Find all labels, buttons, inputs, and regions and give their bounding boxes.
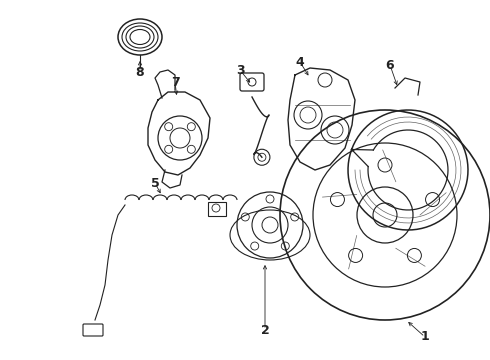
Text: 8: 8	[136, 66, 145, 78]
Text: 5: 5	[150, 176, 159, 189]
Text: 7: 7	[171, 76, 179, 89]
Text: 2: 2	[261, 324, 270, 337]
Text: 6: 6	[386, 59, 394, 72]
Text: 3: 3	[236, 63, 245, 77]
Text: 4: 4	[295, 55, 304, 68]
Text: 1: 1	[420, 330, 429, 343]
Bar	[208, 202, 226, 216]
